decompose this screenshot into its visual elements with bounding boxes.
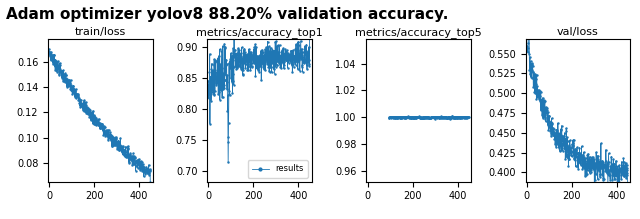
Legend: results: results — [248, 160, 308, 178]
Title: val/loss: val/loss — [557, 27, 599, 37]
Title: metrics/accuracy_top1: metrics/accuracy_top1 — [196, 27, 323, 38]
Title: train/loss: train/loss — [75, 27, 126, 37]
Text: Adam optimizer yolov8 88.20% validation accuracy.: Adam optimizer yolov8 88.20% validation … — [6, 7, 449, 21]
Title: metrics/accuracy_top5: metrics/accuracy_top5 — [355, 27, 482, 38]
